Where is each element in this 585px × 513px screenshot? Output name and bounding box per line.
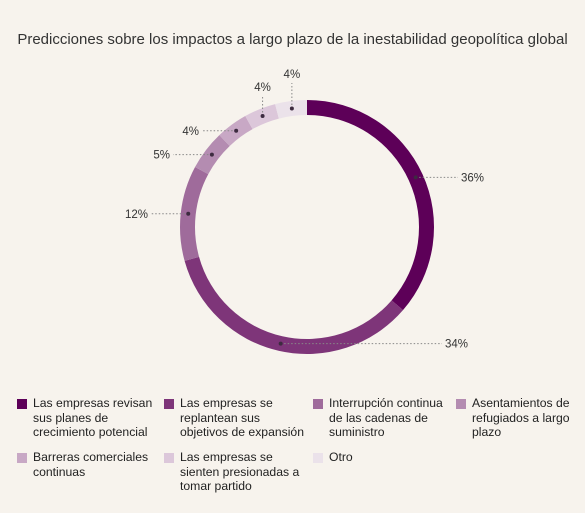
donut-slice [180,167,209,261]
legend-label: Barreras comerciales continuas [33,450,149,479]
slice-marker [186,211,191,216]
slice-value-label: 36% [461,172,484,184]
legend-swatch [456,399,466,409]
legend-item: Otro [313,450,453,465]
donut-slice [184,256,403,354]
legend-label: Interrupción continua de las cadenas de … [329,396,443,439]
legend-label: Las empresas se sienten presionadas a to… [180,450,300,493]
slice-marker [413,175,418,180]
slice-value-label: 4% [182,126,199,138]
legend-swatch [164,453,174,463]
legend-label: Asentamientos de refugiados a largo plaz… [472,396,570,439]
legend-swatch [313,399,323,409]
legend-item: Las empresas revisan sus planes de creci… [17,396,157,440]
chart-title: Predicciones sobre los impactos a largo … [17,31,568,48]
legend-swatch [164,399,174,409]
slice-value-label: 12% [125,209,148,221]
slice-marker [260,114,265,119]
slice-value-label: 34% [445,339,468,351]
slice-value-label: 4% [284,69,301,81]
slice-value-label: 5% [153,150,170,162]
slice-marker [278,341,283,346]
legend-item: Interrupción continua de las cadenas de … [313,396,453,440]
slice-value-label: 4% [254,82,271,94]
legend-label: Las empresas se replantean sus objetivos… [180,396,304,439]
legend-item: Asentamientos de refugiados a largo plaz… [456,396,574,440]
slice-marker [209,152,214,157]
legend-item: Las empresas se replantean sus objetivos… [164,396,304,440]
slice-marker [289,106,294,111]
legend-item: Barreras comerciales continuas [17,450,157,479]
slice-marker [234,128,239,133]
legend-swatch [17,453,27,463]
donut-slice [307,100,434,311]
legend-swatch [17,399,27,409]
legend-label: Las empresas revisan sus planes de creci… [33,396,153,439]
legend-item: Las empresas se sienten presionadas a to… [164,450,304,494]
legend-swatch [313,453,323,463]
donut-chart: 36% 34% 12% 5% 4% 4% 4% [125,69,484,354]
legend-label: Otro [329,450,353,464]
